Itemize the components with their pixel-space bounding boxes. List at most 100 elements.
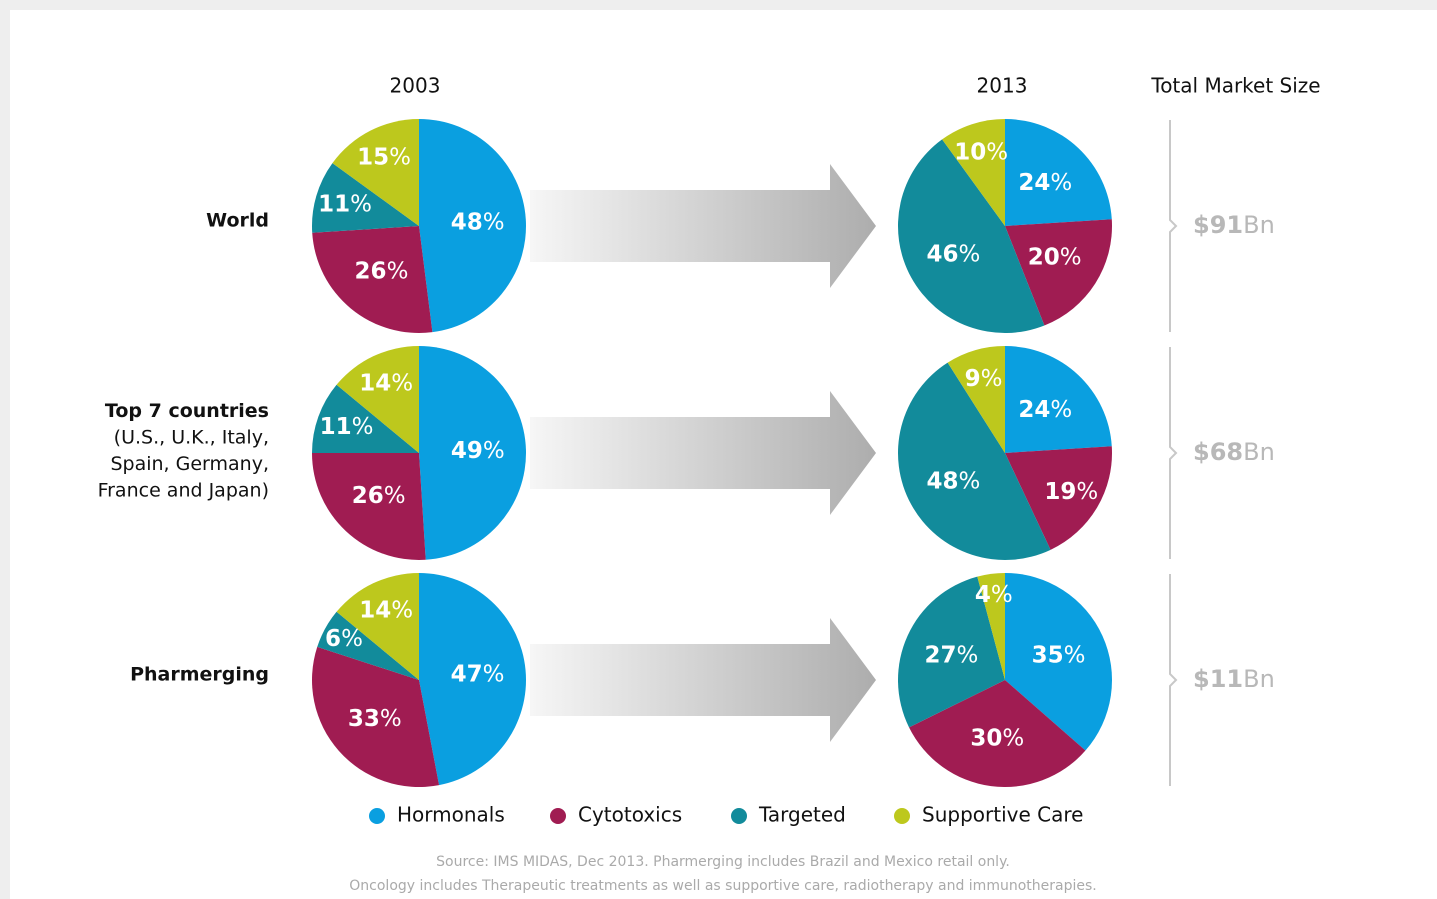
slice-value: 47 [451, 661, 483, 687]
legend-label: Cytotoxics [578, 803, 682, 827]
slice-label: 24% [1018, 170, 1072, 196]
pie-slice [1005, 446, 1112, 550]
source-note: Oncology includes Therapeutic treatments… [349, 878, 1096, 894]
slice-unit: % [959, 241, 981, 267]
pie-slice [336, 573, 419, 680]
slice-unit: % [956, 642, 978, 668]
pie-slice [1005, 119, 1112, 226]
slice-label: 47% [451, 661, 505, 687]
pie-slice [898, 139, 1045, 333]
slice-unit: % [384, 482, 406, 508]
pie-slice [977, 573, 1005, 680]
bracket [1169, 120, 1178, 332]
slice-value: 24 [1018, 397, 1050, 423]
slice-value: 6 [325, 625, 341, 651]
slice-value: 24 [1018, 170, 1050, 196]
row-label: Top 7 countries [105, 400, 269, 422]
pie-slice [1005, 573, 1113, 751]
slice-value: 49 [451, 438, 483, 464]
legend-swatch [369, 808, 385, 824]
slice-value: 46 [926, 241, 958, 267]
slice-label: 26% [355, 258, 409, 284]
slice-unit: % [986, 139, 1008, 165]
row-note: (U.S., U.K., Italy, [114, 426, 269, 448]
slice-unit: % [483, 209, 505, 235]
slice-label: 11% [320, 413, 374, 439]
pie-slice [336, 346, 419, 453]
slice-label: 35% [1032, 642, 1086, 668]
slice-label: 15% [357, 144, 411, 170]
slice-unit: % [1060, 244, 1082, 270]
slice-label: 6% [325, 625, 363, 651]
slice-unit: % [341, 625, 363, 651]
market-size-header: Total Market Size [1150, 74, 1320, 98]
pie-slice [419, 573, 526, 786]
bracket [1169, 347, 1178, 559]
row-label: World [206, 210, 269, 232]
slice-label: 49% [451, 438, 505, 464]
slice-value: 30 [970, 725, 1002, 751]
slice-unit: % [1050, 397, 1072, 423]
slice-value: 10 [954, 139, 986, 165]
market-size-unit: Bn [1243, 438, 1275, 466]
slice-unit: % [352, 413, 374, 439]
slice-value: 9 [965, 366, 981, 392]
slice-value: 14 [359, 370, 391, 396]
pie-slice [419, 346, 527, 560]
slice-label: 20% [1028, 244, 1082, 270]
market-size-amount: $91 [1193, 211, 1243, 239]
pie-slice [312, 453, 426, 560]
slice-label: 27% [924, 642, 978, 668]
slice-label: 30% [970, 725, 1024, 751]
slice-label: 19% [1044, 479, 1098, 505]
legend-swatch [550, 808, 566, 824]
slice-value: 19 [1044, 479, 1076, 505]
pie-slice [898, 362, 1051, 560]
column-label: 2013 [977, 74, 1028, 98]
pie-slice [419, 119, 526, 333]
row-note: Spain, Germany, [110, 453, 269, 475]
market-size: $91Bn [1193, 211, 1275, 239]
slice-value: 11 [318, 191, 350, 217]
slice-value: 15 [357, 144, 389, 170]
pie-slice [942, 118, 1005, 226]
pie-slice [312, 384, 419, 453]
slice-unit: % [350, 191, 372, 217]
market-size: $11Bn [1193, 665, 1275, 693]
pie-slice [332, 119, 419, 226]
pie-slice [1005, 346, 1112, 453]
slice-unit: % [483, 661, 505, 687]
slice-unit: % [391, 370, 413, 396]
slice-value: 4 [975, 582, 991, 608]
slice-value: 14 [359, 597, 391, 623]
slice-label: 33% [348, 705, 402, 731]
slice-value: 48 [926, 468, 958, 494]
slice-label: 24% [1018, 397, 1072, 423]
pie-slice [1005, 219, 1112, 326]
slice-label: 26% [352, 482, 406, 508]
arrow [530, 391, 876, 515]
row-note: France and Japan) [98, 479, 269, 501]
pie-slice [312, 163, 419, 233]
market-size-amount: $68 [1193, 438, 1243, 466]
slice-unit: % [959, 468, 981, 494]
slice-label: 48% [926, 468, 980, 494]
slice-unit: % [1050, 170, 1072, 196]
legend-label: Hormonals [397, 803, 505, 827]
pie-slice [317, 611, 419, 680]
slice-label: 9% [965, 366, 1003, 392]
row-label: Pharmerging [130, 664, 269, 686]
slice-value: 11 [320, 413, 352, 439]
slice-label: 14% [359, 597, 413, 623]
slice-label: 4% [975, 582, 1013, 608]
arrow [530, 164, 876, 288]
slice-unit: % [1076, 479, 1098, 505]
legend-swatch [894, 808, 910, 824]
slice-value: 33 [348, 705, 380, 731]
slice-unit: % [981, 366, 1003, 392]
market-size-unit: Bn [1243, 665, 1275, 693]
slice-label: 46% [926, 241, 980, 267]
slice-unit: % [391, 597, 413, 623]
slice-label: 14% [359, 370, 413, 396]
